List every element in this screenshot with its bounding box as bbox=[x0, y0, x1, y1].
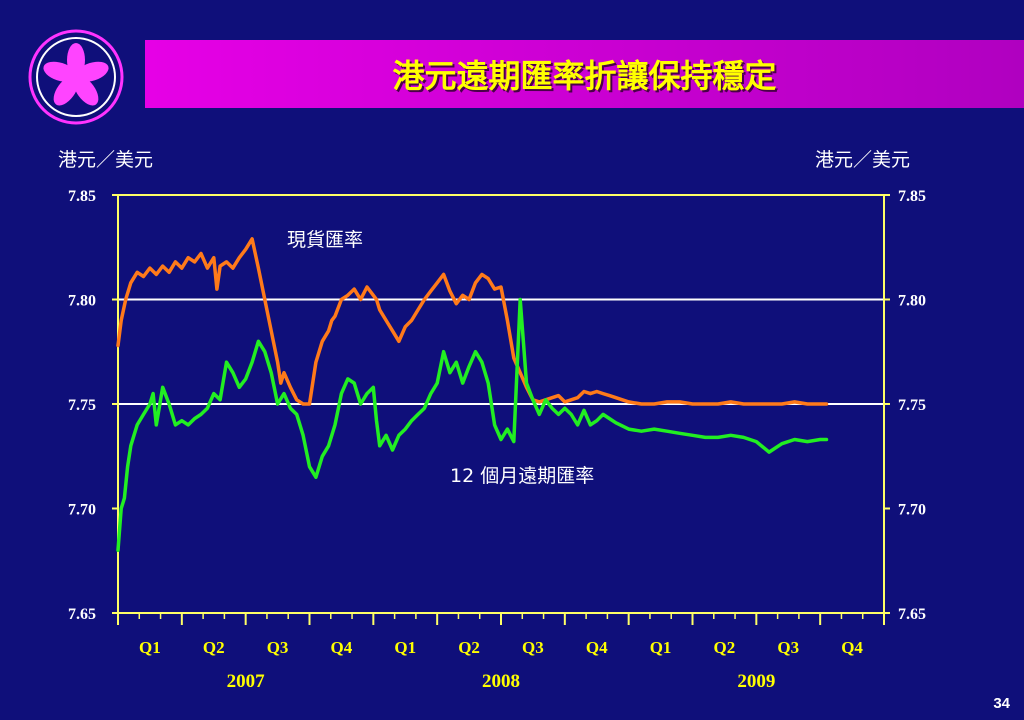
quarter-label: Q1 bbox=[394, 638, 416, 657]
quarter-label: Q3 bbox=[267, 638, 289, 657]
quarter-label: Q1 bbox=[650, 638, 672, 657]
y-tick-label-left: 7.85 bbox=[68, 188, 96, 205]
quarter-label: Q4 bbox=[586, 638, 608, 657]
forward-rate-line bbox=[116, 297, 829, 553]
y-tick-label-right: 7.70 bbox=[898, 502, 926, 519]
year-label: 2007 bbox=[227, 671, 266, 692]
y-tick-label-left: 7.70 bbox=[68, 502, 96, 519]
quarter-label: Q4 bbox=[331, 638, 353, 657]
y-tick-label-left: 7.65 bbox=[68, 606, 96, 623]
year-label: 2009 bbox=[737, 671, 775, 692]
quarter-label: Q4 bbox=[841, 638, 863, 657]
bauhinia-logo-icon bbox=[28, 29, 124, 125]
page-number: 34 bbox=[993, 695, 1010, 712]
spot-rate-line bbox=[116, 237, 829, 406]
left-axis-unit: 港元／美元 bbox=[58, 149, 154, 171]
slide-title: 港元遠期匯率折讓保持穩定 bbox=[392, 57, 777, 95]
y-tick-label-right: 7.65 bbox=[898, 606, 926, 623]
y-tick-label-right: 7.85 bbox=[898, 188, 926, 205]
logo bbox=[26, 27, 126, 127]
year-label: 2008 bbox=[482, 671, 520, 692]
spot-rate-annotation: 現貨匯率 bbox=[287, 229, 363, 251]
forward-rate-annotation: 12 個月遠期匯率 bbox=[450, 465, 594, 487]
y-tick-label-left: 7.75 bbox=[68, 397, 96, 414]
quarter-label: Q2 bbox=[203, 638, 225, 657]
title-bar: 港元遠期匯率折讓保持穩定 bbox=[145, 40, 1024, 108]
quarter-label: Q2 bbox=[458, 638, 480, 657]
quarter-label: Q2 bbox=[714, 638, 736, 657]
y-tick-label-right: 7.75 bbox=[898, 397, 926, 414]
quarter-label: Q3 bbox=[522, 638, 544, 657]
quarter-label: Q3 bbox=[777, 638, 799, 657]
quarter-label: Q1 bbox=[139, 638, 161, 657]
right-axis-unit: 港元／美元 bbox=[815, 149, 911, 171]
y-tick-label-left: 7.80 bbox=[68, 293, 96, 310]
y-tick-label-right: 7.80 bbox=[898, 293, 926, 310]
